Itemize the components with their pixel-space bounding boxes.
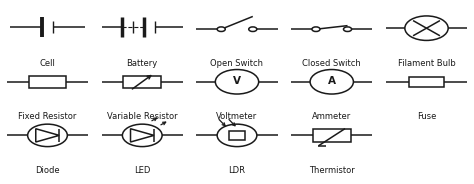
- Text: Variable Resistor: Variable Resistor: [107, 112, 178, 121]
- Bar: [410, 77, 444, 87]
- Text: Ammeter: Ammeter: [312, 112, 351, 121]
- Circle shape: [217, 27, 225, 31]
- Text: LDR: LDR: [228, 166, 246, 175]
- Text: LED: LED: [134, 166, 150, 175]
- Text: Voltmeter: Voltmeter: [216, 112, 258, 121]
- Text: Fuse: Fuse: [417, 112, 436, 121]
- Bar: [229, 131, 245, 140]
- Circle shape: [344, 27, 352, 31]
- Bar: [123, 76, 161, 88]
- Bar: [313, 129, 351, 141]
- Text: Battery: Battery: [127, 59, 158, 68]
- Text: V: V: [233, 76, 241, 86]
- Text: Open Switch: Open Switch: [210, 59, 264, 68]
- Text: A: A: [328, 76, 336, 86]
- Text: Thermistor: Thermistor: [309, 166, 355, 175]
- Circle shape: [249, 27, 257, 31]
- Circle shape: [312, 27, 320, 31]
- Bar: [28, 76, 66, 88]
- Text: Filament Bulb: Filament Bulb: [398, 59, 456, 68]
- Text: Cell: Cell: [39, 59, 55, 68]
- Text: Closed Switch: Closed Switch: [302, 59, 361, 68]
- Text: Diode: Diode: [35, 166, 60, 175]
- Text: Fixed Resistor: Fixed Resistor: [18, 112, 77, 121]
